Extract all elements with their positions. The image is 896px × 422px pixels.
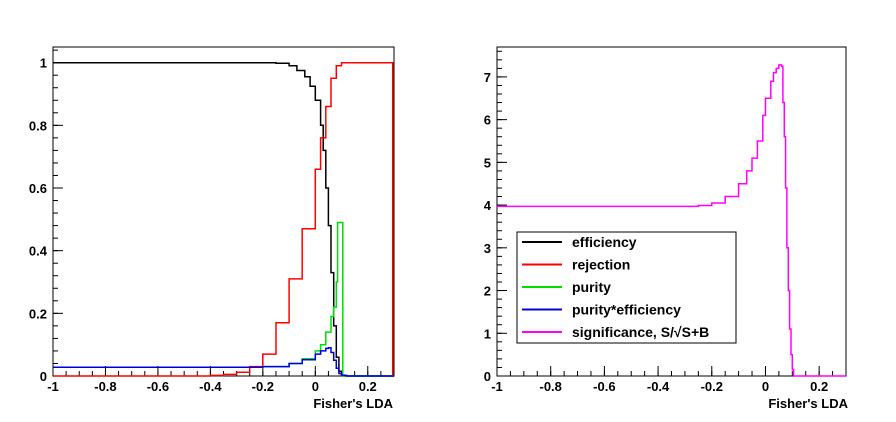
- right-x-axis-title: Fisher's LDA: [768, 396, 848, 411]
- left-y-tick-label: 1: [40, 56, 47, 71]
- left-x-tick-label: 0: [312, 379, 319, 394]
- legend-label: purity: [572, 279, 611, 295]
- right-panel: -1 -0.8 -0.6 -0.4 -0.2 0 0.2 0 1 2 3 4 5 6 7 Fisher's…: [484, 46, 849, 411]
- left-x-tick-label: -0.6: [147, 379, 169, 394]
- left-y-tick-label: 0: [40, 369, 47, 384]
- left-x-axis-title: Fisher's LDA: [313, 396, 393, 411]
- legend: efficiency rejection purity purity*efficien…: [516, 231, 737, 344]
- left-x-tick-label: -0.4: [199, 379, 222, 394]
- right-x-tick-label: 0: [762, 379, 769, 394]
- left-plot-frame: [52, 46, 395, 377]
- left-y-tick-label: 0.6: [29, 181, 47, 196]
- right-y-tick-label: 6: [484, 113, 491, 128]
- right-y-tick-label: 1: [484, 326, 491, 341]
- right-x-tick-label: -0.6: [593, 379, 615, 394]
- right-y-tick-label: 4: [484, 198, 492, 213]
- legend-label: significance, S/√S+B: [572, 324, 709, 340]
- right-x-tick-label: 0.2: [810, 379, 828, 394]
- right-x-tick-label: -0.8: [539, 379, 561, 394]
- series-line-rejection: [53, 61, 394, 377]
- left-x-tick-label: -1: [47, 379, 59, 394]
- left-x-tick-label: -0.8: [94, 379, 116, 394]
- right-y-tick-label: 7: [484, 70, 491, 85]
- left-panel: -1 -0.8 -0.6 -0.4 -0.2 0 0.2 0 0.2 0.4 0.6 0.8 1 Fi…: [29, 46, 395, 411]
- right-x-tick-label: -0.4: [647, 379, 670, 394]
- left-y-tick-label: 0.2: [29, 306, 47, 321]
- right-x-tick-label: -0.2: [701, 379, 723, 394]
- right-x-axis: -1 -0.8 -0.6 -0.4 -0.2 0 0.2: [491, 366, 847, 394]
- right-y-tick-label: 5: [484, 155, 491, 170]
- left-y-tick-label: 0.4: [29, 244, 48, 259]
- left-x-tick-label: -0.2: [252, 379, 274, 394]
- right-y-tick-label: 3: [484, 241, 491, 256]
- right-y-tick-label: 2: [484, 284, 491, 299]
- left-x-axis: -1 -0.8 -0.6 -0.4 -0.2 0 0.2: [47, 366, 395, 394]
- series-line-significance-s-s-b: [497, 64, 846, 377]
- right-x-tick-label: -1: [491, 379, 503, 394]
- left-y-tick-label: 0.8: [29, 118, 47, 133]
- legend-label: rejection: [572, 257, 630, 273]
- right-y-axis: 0 1 2 3 4 5 6 7: [484, 50, 507, 384]
- series-line-purity-efficiency: [53, 347, 394, 377]
- right-y-tick-label: 0: [484, 369, 491, 384]
- legend-label: purity*efficiency: [572, 302, 681, 318]
- right-plot-lines: [497, 64, 846, 377]
- left-x-tick-label: 0.2: [359, 379, 377, 394]
- legend-label: efficiency: [572, 234, 637, 250]
- left-plot-lines: [53, 61, 394, 377]
